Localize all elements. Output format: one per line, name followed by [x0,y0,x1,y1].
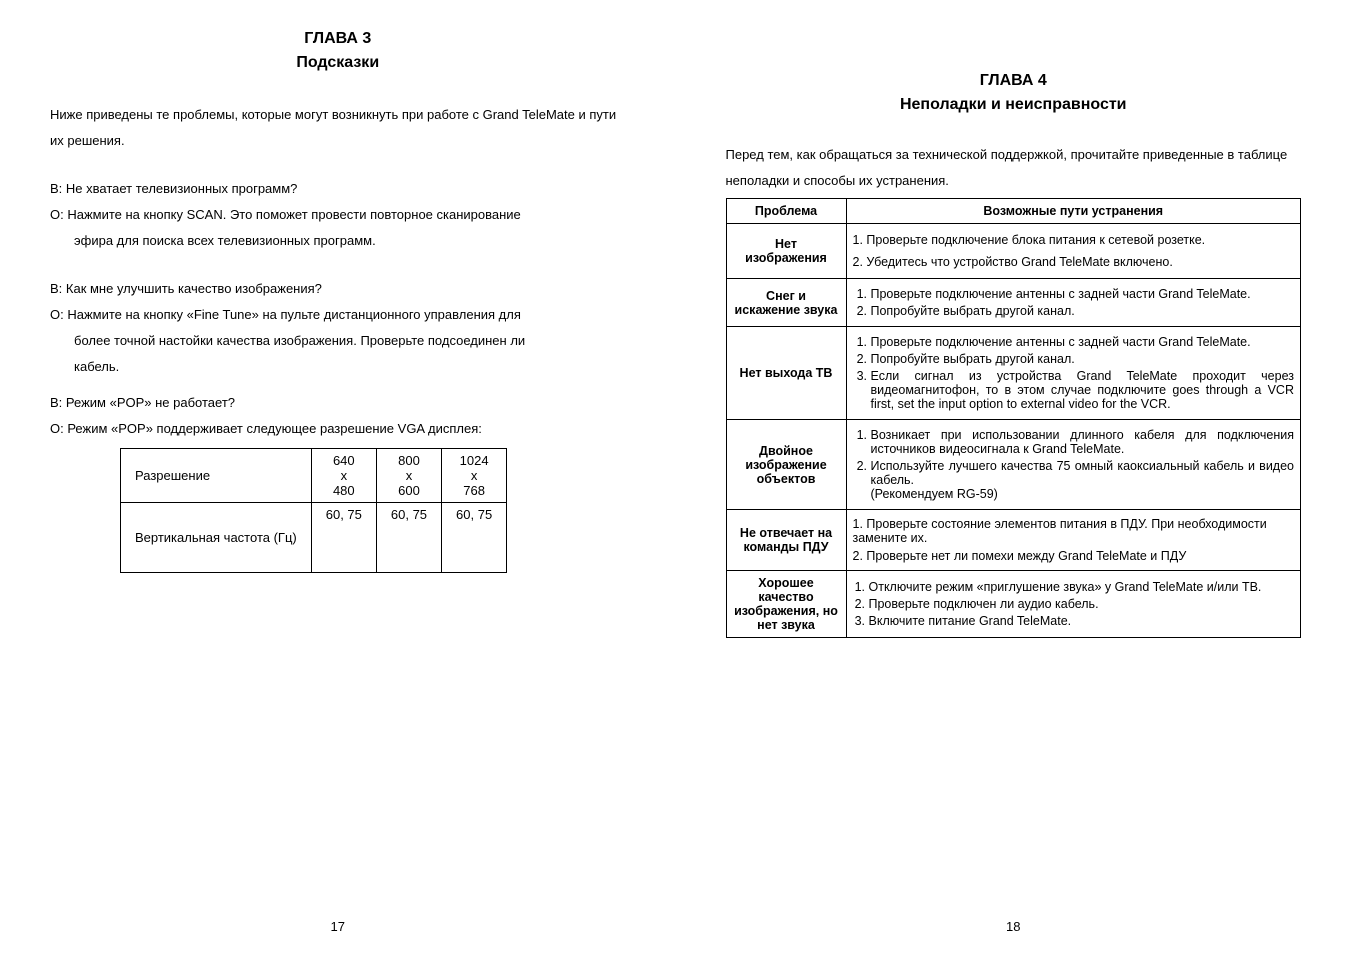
answer-1-line1: О: Нажмите на кнопку SCAN. Это поможет п… [50,202,626,228]
solution-cell: Проверьте подключение антенны с задней ч… [846,327,1301,420]
answer-2-line2: более точной настойки качества изображен… [74,328,626,354]
sol-item: Попробуйте выбрать другой канал. [871,304,1295,318]
sol-item: Используйте лучшего качества 75 омный ка… [871,459,1295,501]
intro-text: Перед тем, как обращаться за технической… [726,142,1302,194]
question-3: В: Режим «POP» не работает? [50,390,626,416]
table-row: Двойное изображение объектов Возникает п… [726,420,1301,510]
resolution-table: Разрешение 640x480 800x600 1024x768 Верт… [120,448,507,573]
qa-block-2: В: Как мне улучшить качество изображения… [50,276,626,380]
answer-1-line2: эфира для поиска всех телевизионных прог… [74,228,626,254]
problem-cell: Хорошее качество изображения, но нет зву… [726,571,846,638]
table-header-row: Проблема Возможные пути устранения [726,199,1301,224]
res-col-2: 800x600 [376,449,441,503]
table-row: Вертикальная частота (Гц) 60, 75 60, 75 … [121,503,507,573]
res-col-3: 1024x768 [442,449,507,503]
left-page: ГЛАВА 3 Подсказки Ниже приведены те проб… [0,0,676,954]
troubleshoot-table: Проблема Возможные пути устранения Нет и… [726,198,1302,638]
sol-item: Проверьте подключение антенны с задней ч… [871,335,1295,349]
problem-cell: Не отвечает на команды ПДУ [726,510,846,571]
chapter-subtitle: Неполадки и неисправности [726,96,1302,114]
problem-cell: Нет изображения [726,224,846,279]
freq-2: 60, 75 [376,503,441,573]
th-solution: Возможные пути устранения [846,199,1301,224]
chapter-title: ГЛАВА 3 [50,30,626,48]
table-row: Нет изображения 1. Проверьте подключение… [726,224,1301,279]
question-2: В: Как мне улучшить качество изображения… [50,276,626,302]
solution-cell: Проверьте подключение антенны с задней ч… [846,279,1301,327]
answer-3: О: Режим «POP» поддерживает следующее ра… [50,416,626,442]
answer-2-line3: кабель. [74,354,626,380]
qa-block-3: В: Режим «POP» не работает? О: Режим «PO… [50,390,626,442]
question-1: В: Не хватает телевизионных программ? [50,176,626,202]
chapter-title: ГЛАВА 4 [726,72,1302,90]
sol-item: Если сигнал из устройства Grand TeleMate… [871,369,1295,411]
sol-item: Проверьте подключение антенны с задней ч… [871,287,1295,301]
sol-item: Возникает при использовании длинного каб… [871,428,1295,456]
problem-cell: Снег и искажение звука [726,279,846,327]
answer-2-line1: О: Нажмите на кнопку «Fine Tune» на пуль… [50,302,626,328]
table-row: Не отвечает на команды ПДУ 1. Проверьте … [726,510,1301,571]
qa-block-1: В: Не хватает телевизионных программ? О:… [50,176,626,254]
sol-item: 2. Убедитесь что устройство Grand TeleMa… [853,255,1295,269]
table-row: Разрешение 640x480 800x600 1024x768 [121,449,507,503]
page-number: 17 [331,919,345,934]
solution-cell: 1. Проверьте состояние элементов питания… [846,510,1301,571]
table-row: Нет выхода ТВ Проверьте подключение анте… [726,327,1301,420]
sol-item: Отключите режим «приглушение звука» у Gr… [869,580,1295,594]
sol-item: 1. Проверьте состояние элементов питания… [853,517,1295,545]
res-col-1: 640x480 [311,449,376,503]
sol-item: Включите питание Grand TeleMate. [869,614,1295,628]
problem-cell: Нет выхода ТВ [726,327,846,420]
th-problem: Проблема [726,199,846,224]
sol-item: Проверьте подключен ли аудио кабель. [869,597,1295,611]
chapter-subtitle: Подсказки [50,54,626,72]
freq-1: 60, 75 [311,503,376,573]
table-row: Снег и искажение звука Проверьте подключ… [726,279,1301,327]
sol-item: 2. Проверьте нет ли помехи между Grand T… [853,549,1295,563]
problem-cell: Двойное изображение объектов [726,420,846,510]
intro-text: Ниже приведены те проблемы, которые могу… [50,102,626,154]
page-number: 18 [1006,919,1020,934]
freq-3: 60, 75 [442,503,507,573]
solution-cell: Отключите режим «приглушение звука» у Gr… [846,571,1301,638]
solution-cell: Возникает при использовании длинного каб… [846,420,1301,510]
table-row: Хорошее качество изображения, но нет зву… [726,571,1301,638]
right-page: ГЛАВА 4 Неполадки и неисправности Перед … [676,0,1351,954]
solution-cell: 1. Проверьте подключение блока питания к… [846,224,1301,279]
sol-item: Попробуйте выбрать другой канал. [871,352,1295,366]
res-label: Разрешение [121,449,312,503]
freq-label: Вертикальная частота (Гц) [121,503,312,573]
sol-item: 1. Проверьте подключение блока питания к… [853,233,1295,247]
